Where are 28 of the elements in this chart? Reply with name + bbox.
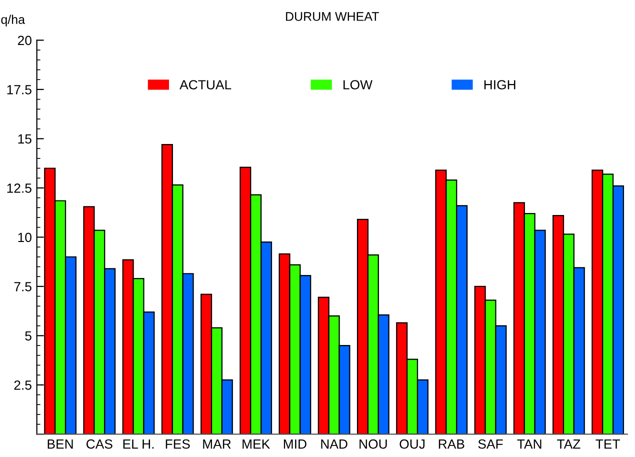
x-tick-label: TET	[596, 439, 620, 449]
x-tick-label: NAD	[321, 439, 348, 449]
y-tick-label: 12.5	[7, 184, 32, 193]
y-tick-label: 10	[18, 232, 32, 242]
x-tick-label: MID	[284, 439, 306, 449]
legend-label: ACTUAL	[180, 80, 232, 90]
x-tick-label: OUJ	[400, 439, 424, 449]
legend-label: HIGH	[484, 80, 516, 90]
y-axis-title: q/ha	[1, 14, 26, 26]
y-tick-label: 15	[18, 134, 32, 144]
y-tick-label: 5	[25, 331, 32, 341]
x-tick-label: BEN	[48, 439, 73, 449]
chart-title: DURUM WHEAT	[286, 12, 379, 21]
x-tick-label: CAS	[86, 439, 112, 449]
y-tick-label: 20	[18, 36, 32, 46]
x-tick-label: EL H.	[123, 439, 154, 449]
x-tick-label: MEK	[242, 439, 270, 449]
y-tick-label: 17.5	[7, 85, 32, 94]
x-tick-label: RAB	[438, 439, 464, 449]
legend-label: LOW	[344, 80, 372, 90]
x-tick-label: NOU	[360, 439, 387, 449]
x-tick-label: MAR	[203, 439, 231, 449]
x-tick-label: FES	[166, 439, 190, 449]
x-tick-label: SAF	[478, 439, 503, 449]
y-tick-label: 2.5	[14, 380, 32, 390]
y-tick-label: 7.5	[14, 282, 32, 292]
x-tick-label: TAN	[517, 439, 542, 449]
x-tick-label: TAZ	[557, 439, 580, 449]
